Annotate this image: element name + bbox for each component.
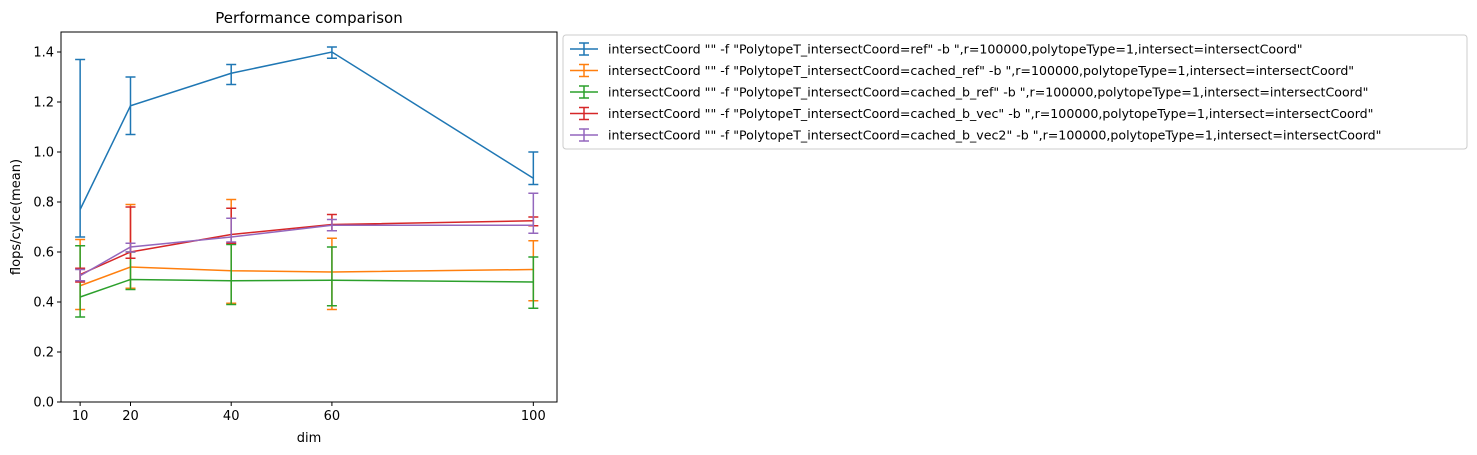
y-tick-label: 0.2	[33, 346, 54, 361]
legend-label: intersectCoord "" -f "PolytopeT_intersec…	[608, 85, 1368, 100]
x-axis: 10 20 40 60 100	[72, 402, 546, 424]
y-tick-label: 0.0	[33, 396, 54, 411]
legend-item-1: intersectCoord "" -f "PolytopeT_intersec…	[570, 42, 1303, 57]
legend: intersectCoord "" -f "PolytopeT_intersec…	[562, 34, 1468, 150]
y-tick-label: 1.0	[33, 146, 54, 161]
chart-title: Performance comparison	[215, 9, 402, 27]
legend-items: intersectCoord "" -f "PolytopeT_intersec…	[570, 42, 1381, 143]
series-3	[75, 243, 539, 318]
legend-label: intersectCoord "" -f "PolytopeT_intersec…	[608, 106, 1373, 121]
legend-item-4: intersectCoord "" -f "PolytopeT_intersec…	[570, 106, 1373, 121]
series-5	[75, 192, 539, 282]
legend-frame	[562, 34, 1468, 150]
x-tick-label: 20	[122, 409, 139, 424]
legend-item-3: intersectCoord "" -f "PolytopeT_intersec…	[570, 85, 1368, 100]
series-1	[75, 46, 539, 238]
legend-item-2: intersectCoord "" -f "PolytopeT_intersec…	[570, 63, 1354, 78]
x-axis-label: dim	[297, 431, 322, 446]
y-axis-label: flops/cylce(mean)	[9, 159, 24, 275]
x-tick-label: 10	[72, 409, 89, 424]
y-tick-label: 0.8	[33, 196, 54, 211]
y-axis: 0.0 0.2 0.4 0.6 0.8 1.0 1.2 1.4	[33, 46, 61, 411]
y-tick-label: 1.2	[33, 96, 54, 111]
legend-label: intersectCoord "" -f "PolytopeT_intersec…	[608, 63, 1354, 78]
legend-item-5: intersectCoord "" -f "PolytopeT_intersec…	[570, 128, 1381, 143]
series-line	[79, 224, 534, 277]
series-2	[75, 198, 539, 311]
y-tick-label: 0.6	[33, 246, 54, 261]
legend-label: intersectCoord "" -f "PolytopeT_intersec…	[608, 128, 1381, 143]
plot-area	[75, 46, 539, 318]
x-tick-label: 60	[324, 409, 341, 424]
series-line	[79, 266, 534, 287]
y-tick-label: 0.4	[33, 296, 54, 311]
series-line	[79, 278, 534, 298]
y-tick-label: 1.4	[33, 46, 54, 61]
legend-label: intersectCoord "" -f "PolytopeT_intersec…	[608, 42, 1303, 57]
axes-frame	[60, 31, 558, 403]
series-line	[79, 51, 534, 210]
x-tick-label: 100	[521, 409, 546, 424]
x-tick-label: 40	[223, 409, 240, 424]
